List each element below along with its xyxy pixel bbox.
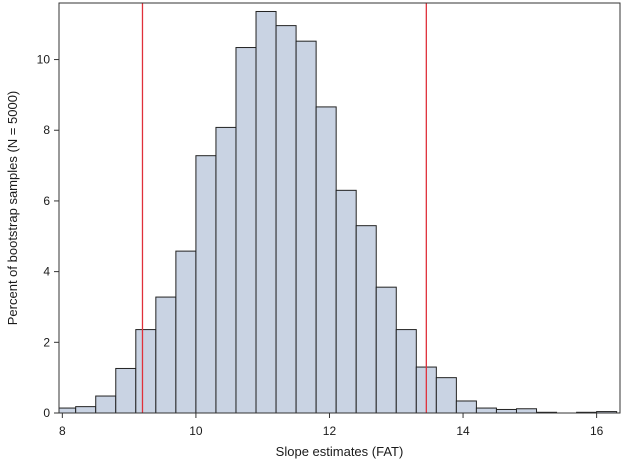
y-tick-label: 8 bbox=[43, 123, 50, 137]
histogram-bar bbox=[175, 250, 197, 414]
x-tick-label: 12 bbox=[323, 424, 337, 438]
x-tick-label: 10 bbox=[189, 424, 203, 438]
histogram-bar bbox=[235, 47, 257, 414]
plot-frame bbox=[58, 2, 621, 414]
histogram-bar bbox=[315, 106, 337, 414]
y-tick-label: 10 bbox=[37, 53, 51, 67]
y-axis: 0 2 4 6 8 10 bbox=[37, 53, 59, 420]
histogram-bar bbox=[95, 395, 117, 414]
histogram-bar bbox=[515, 408, 538, 414]
x-axis: 8 10 12 14 16 bbox=[59, 413, 604, 438]
y-axis-label: Percent of bootstrap samples (N = 5000) bbox=[5, 91, 20, 325]
histogram-bar bbox=[275, 25, 297, 414]
histogram-bar bbox=[195, 155, 217, 414]
histogram-bar bbox=[295, 40, 317, 414]
histogram-bar bbox=[475, 407, 497, 414]
y-tick-label: 4 bbox=[43, 265, 50, 279]
histogram-bar bbox=[255, 10, 277, 414]
reference-lines-layer bbox=[141, 3, 427, 413]
histogram-bar bbox=[335, 189, 357, 414]
x-tick-label: 8 bbox=[59, 424, 66, 438]
histogram-bar bbox=[375, 286, 397, 414]
histogram-bar bbox=[435, 377, 457, 414]
histogram-bar bbox=[75, 406, 97, 414]
x-tick-label: 16 bbox=[590, 424, 604, 438]
histogram-bar bbox=[58, 407, 77, 414]
y-tick-label: 2 bbox=[43, 335, 50, 349]
histogram-bar bbox=[215, 126, 237, 414]
histogram-bar bbox=[355, 225, 377, 414]
histogram-bar bbox=[455, 400, 477, 414]
x-tick-label: 14 bbox=[456, 424, 470, 438]
histogram-bar bbox=[135, 329, 157, 414]
y-tick-label: 0 bbox=[43, 406, 50, 420]
histogram-bar bbox=[155, 296, 177, 414]
histogram-bar bbox=[115, 367, 137, 414]
histogram-bar bbox=[395, 329, 417, 414]
y-tick-label: 6 bbox=[43, 194, 50, 208]
histogram-bar bbox=[495, 408, 517, 414]
bars-layer bbox=[58, 10, 618, 414]
x-axis-label: Slope estimates (FAT) bbox=[276, 444, 404, 459]
